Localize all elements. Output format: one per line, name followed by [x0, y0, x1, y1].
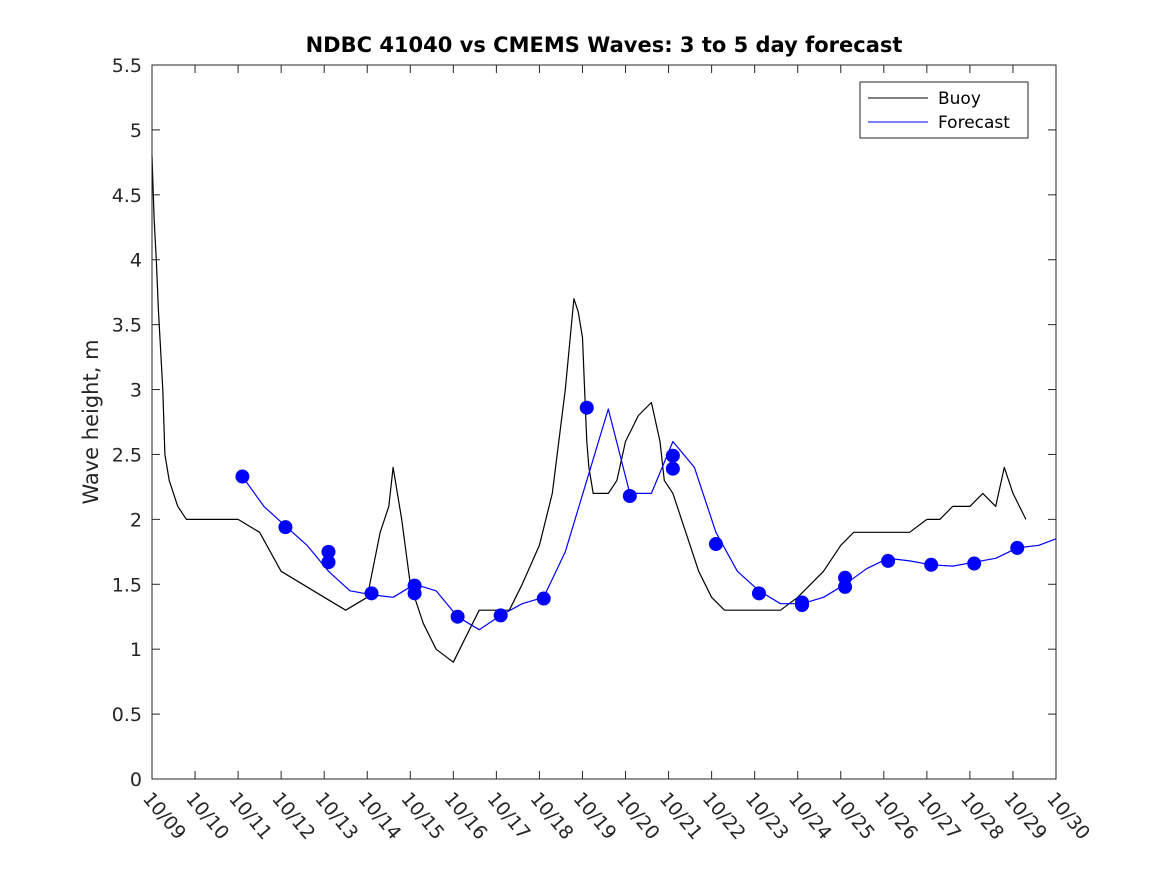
y-tick-label: 4: [130, 250, 142, 272]
forecast-point: [321, 555, 336, 570]
forecast-point: [536, 591, 551, 606]
y-tick-label: 5.5: [112, 55, 142, 77]
forecast-point: [278, 520, 293, 535]
y-tick-label: 1: [130, 639, 142, 661]
legend-box: [859, 81, 1029, 139]
y-tick-label: 1.5: [112, 574, 142, 596]
marker-layer: [235, 400, 1025, 624]
series-line-buoy: [151, 155, 1027, 663]
forecast-point: [450, 609, 465, 624]
y-tick-label: 0.5: [112, 704, 142, 726]
y-tick-label: 4.5: [112, 185, 142, 207]
forecast-point: [364, 586, 379, 601]
y-tick-label: 5: [130, 120, 142, 142]
series-line-forecast: [241, 408, 1057, 631]
forecast-point: [493, 608, 508, 623]
forecast-point: [407, 586, 422, 601]
y-tick-label: 3: [130, 380, 142, 402]
forecast-point: [579, 400, 594, 415]
forecast-point: [665, 461, 680, 476]
legend: Buoy Forecast: [859, 81, 1029, 139]
y-tick-label: 2: [130, 509, 142, 531]
y-axis-label: Wave height, m: [79, 339, 103, 504]
y-tick-label: 0: [130, 769, 142, 791]
forecast-point: [751, 586, 766, 601]
forecast-point: [967, 556, 982, 571]
forecast-point: [665, 448, 680, 463]
forecast-point: [1010, 540, 1025, 555]
plot-frame: [151, 64, 1057, 780]
forecast-point: [708, 537, 723, 552]
y-axis-ticks: 0 0.5 1 1.5 2 2.5 3 3.5 4 4.5 5 5.5: [112, 55, 1056, 791]
forecast-point: [838, 579, 853, 594]
y-tick-label: 3.5: [112, 315, 142, 337]
forecast-point: [622, 488, 637, 503]
legend-forecast-label: Forecast: [938, 113, 1010, 133]
series-layer: [151, 155, 1057, 663]
chart-title: NDBC 41040 vs CMEMS Waves: 3 to 5 day fo…: [306, 33, 903, 57]
forecast-point: [881, 553, 896, 568]
forecast-point: [321, 544, 336, 559]
y-tick-label: 2.5: [112, 444, 142, 466]
forecast-point: [795, 598, 810, 613]
legend-buoy-label: Buoy: [938, 89, 981, 109]
forecast-point: [924, 557, 939, 572]
forecast-point: [235, 469, 250, 484]
